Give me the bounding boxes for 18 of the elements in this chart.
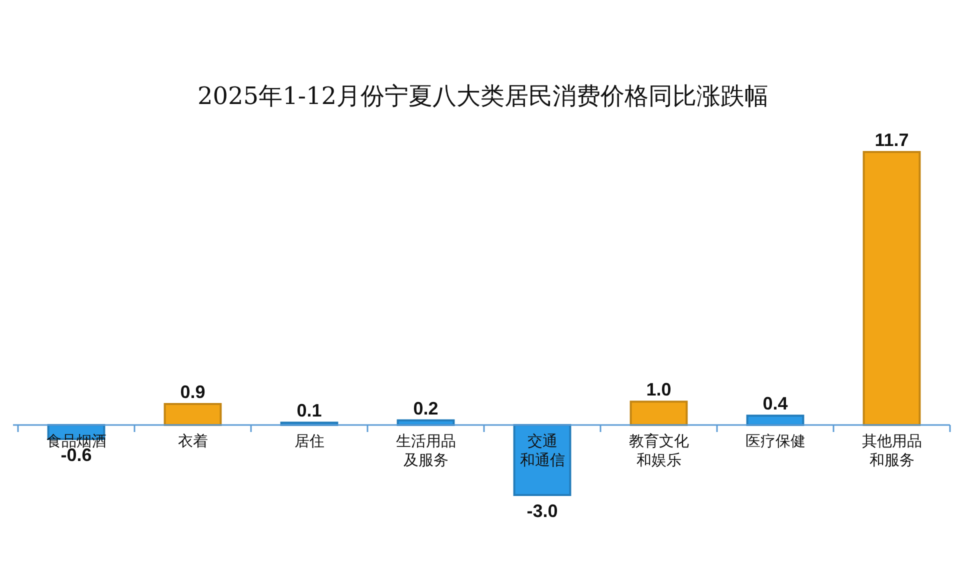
bar [862, 151, 921, 426]
data-label: -3.0 [526, 501, 558, 521]
bar [630, 400, 688, 426]
data-label: 0.9 [180, 382, 206, 402]
data-label: 0.2 [413, 398, 438, 418]
x-tick-label: 医疗保健 [745, 432, 806, 450]
x-tick-label: 其他用品和服务 [862, 432, 922, 469]
x-tick-label: 交通和通信 [520, 432, 565, 469]
data-label: 1.0 [646, 380, 672, 400]
bar [164, 403, 222, 426]
x-tick-label: 生活用品及服务 [396, 432, 456, 469]
chart-title: 2025年1-12月份宁夏八大类居民消费价格同比涨跌幅 [198, 82, 768, 110]
data-label: 0.1 [296, 400, 322, 421]
x-tick-label: 教育文化和娱乐 [628, 432, 689, 469]
data-label: 11.7 [874, 130, 909, 150]
x-tick-label: 衣着 [178, 432, 208, 450]
data-label: 0.4 [762, 394, 788, 414]
x-tick-label: 居住 [294, 432, 324, 450]
